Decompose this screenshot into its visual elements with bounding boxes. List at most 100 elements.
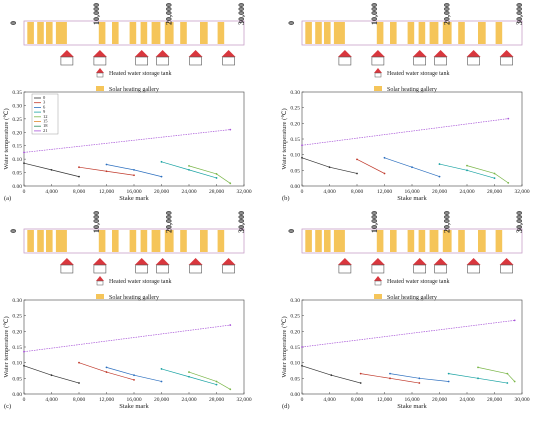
legend-tank-icon [374,68,382,73]
gallery-block [458,22,465,44]
tank-roof-icon [92,50,107,57]
tank-body-icon [222,264,235,274]
data-point [23,151,25,154]
data-point [383,172,386,175]
gallery-block [442,230,452,252]
gallery-block [478,22,486,44]
tank-roof-icon [499,50,514,57]
y-tick-label: 0.25 [290,314,300,320]
series-line [301,118,509,146]
data-point [506,372,509,375]
data-point [215,383,218,386]
x-tick-label: 8,000 [351,189,364,195]
data-point [411,166,413,169]
data-point [466,164,468,167]
tank-roof-icon [466,50,481,57]
gallery-block [164,230,174,252]
tank-roof-icon [433,50,448,57]
x-tick-label: 30,000 [514,397,529,403]
gallery-block [305,230,312,252]
x-tick-label: 32,000 [236,397,251,403]
panel-d: 0 10,000 20,000 30,000 Heated water storage … [281,211,530,410]
gallery-block [390,230,397,252]
tank-body-icon [500,264,513,274]
gallery-block [129,230,137,252]
y-tick-label: 0.25 [290,106,300,112]
legend-tank-icon [374,276,382,281]
tank-body-icon [135,264,148,274]
gallery-block [324,230,331,252]
gallery-block [429,230,439,252]
panels-group: 0 10,000 20,000 30,000 Heated water storage … [3,3,530,410]
legend-tank-label: Heated water storage tank [387,279,449,285]
legend-tank-label: Heated water storage tank [109,279,171,285]
data-point [477,377,479,380]
gallery-block [200,22,208,44]
strip-label: 20,000 [442,211,451,233]
gallery-block [129,22,137,44]
data-point [215,173,218,175]
tank-roof-icon [412,50,427,57]
gallery-block [98,230,106,252]
data-point [359,372,362,375]
series-line [23,129,231,153]
y-tick-label: 0.10 [290,361,300,367]
legend-tank-body-icon [374,72,382,78]
tank-roof-icon [370,50,385,57]
y-tick-label: 0.35 [12,90,22,96]
panel-a: 0 10,000 20,000 30,000 Heated water storage … [3,3,252,202]
x-tick-label: 0 [23,189,26,195]
gallery-block [200,230,208,252]
y-axis-label: Water temperature (℃) [281,316,288,377]
data-point [23,364,25,367]
y-axis-label: Water temperature (℃) [281,108,288,169]
series-line [188,371,231,390]
gallery-block [46,230,53,252]
y-tick-label: 0.30 [12,103,22,109]
y-tick-label: 0.05 [12,171,22,177]
y-tick-label: 0.15 [12,345,22,351]
strip-label: 0 [287,229,296,233]
data-point [105,163,108,166]
tank-roof-icon [499,258,514,265]
tank-roof-icon [134,258,149,265]
data-point [215,177,218,179]
data-point [328,166,331,169]
legend-tank-body-icon [374,280,382,286]
tank-body-icon [222,56,235,66]
x-tick-label: 8,000 [73,397,86,403]
data-point [105,170,108,173]
data-point [383,156,386,159]
data-point [23,162,25,165]
data-point [23,350,25,353]
tank-body-icon [60,264,74,274]
gallery-block [180,230,187,252]
series-line [301,157,358,174]
series-line [466,165,509,184]
data-point [133,174,135,177]
tank-body-icon [413,56,427,66]
tank-body-icon [93,56,107,66]
strip-label: 10,000 [92,3,101,25]
tank-roof-icon [188,50,203,57]
strip-label: 10,000 [370,211,379,233]
x-tick-label: 12,000 [377,397,392,403]
gallery-block [305,22,312,44]
gallery-block [376,22,384,44]
y-tick-label: 0.10 [12,361,22,367]
series-legend-label: 3 [43,100,46,105]
x-tick-label: 12,000 [99,397,114,403]
x-tick-label: 24,000 [459,189,474,195]
strip-label: 20,000 [164,3,173,25]
tank-body-icon [338,56,352,66]
x-tick-label: 32,000 [236,189,251,195]
x-axis-label: Stake mark [119,195,149,202]
strip-label: 0 [9,229,18,233]
data-point [418,382,421,384]
x-tick-label: 8,000 [351,397,364,403]
data-point [301,144,303,147]
data-point [330,374,333,377]
gallery-block [495,230,503,252]
gallery-block [151,230,161,252]
series-line [301,320,515,348]
